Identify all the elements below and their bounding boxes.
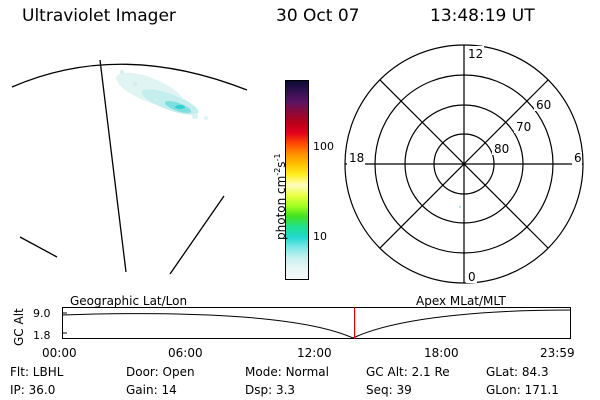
geographic-latlon-label: Geographic Lat/Lon bbox=[70, 294, 188, 308]
geographic-image-panel bbox=[11, 59, 248, 275]
meridian-line-3 bbox=[169, 195, 225, 275]
gc-alt-axis-label: GC Alt bbox=[12, 308, 26, 346]
colorbar-tick-100: 100 bbox=[313, 140, 334, 153]
status-field-value: 14 bbox=[157, 383, 177, 397]
time-tick-label: 06:00 bbox=[168, 346, 203, 360]
alt-tick-9: 9.0 bbox=[33, 307, 51, 320]
status-field-value: Open bbox=[158, 365, 195, 379]
status-field-value: Normal bbox=[281, 365, 329, 379]
status-field: Mode: Normal bbox=[245, 365, 329, 379]
colorbar-unit-label: photon cm-2s-1 bbox=[273, 153, 288, 240]
time-tick-label: 00:00 bbox=[42, 346, 77, 360]
status-field-label: Gain: bbox=[126, 383, 158, 397]
status-field-label: GLon: bbox=[486, 383, 521, 397]
status-field-label: Dsp: bbox=[245, 383, 273, 397]
lat-label-60: 60 bbox=[536, 98, 551, 112]
status-field-value: 39 bbox=[392, 383, 412, 397]
status-field: Seq: 39 bbox=[366, 383, 412, 397]
alt-tick-1-8: 1.8 bbox=[33, 329, 51, 342]
status-field-value: 2.1 Re bbox=[407, 365, 450, 379]
mlt-label-12: 12 bbox=[468, 47, 483, 61]
instrument-title: Ultraviolet Imager bbox=[22, 6, 176, 26]
lat-label-80: 80 bbox=[494, 142, 509, 156]
timeline-frame bbox=[62, 307, 571, 339]
status-field: Flt: LBHL bbox=[10, 365, 63, 379]
status-field-value: 171.1 bbox=[520, 383, 559, 397]
mlt-label-6: 6 bbox=[574, 151, 582, 165]
altitude-timeline bbox=[61, 307, 572, 339]
time-tick-label: 23:59 bbox=[540, 346, 575, 360]
status-field: GC Alt: 2.1 Re bbox=[366, 365, 450, 379]
auroral-emission bbox=[116, 70, 208, 120]
status-field-value: 3.3 bbox=[272, 383, 296, 397]
status-field: GLat: 84.3 bbox=[486, 365, 549, 379]
status-field-label: Door: bbox=[126, 365, 159, 379]
status-field: IP: 36.0 bbox=[10, 383, 55, 397]
status-field-label: Flt: bbox=[10, 365, 29, 379]
status-field-label: GLat: bbox=[486, 365, 519, 379]
meridian-line-1 bbox=[99, 59, 127, 273]
intensity-colorbar bbox=[285, 80, 309, 280]
status-field-label: GC Alt: bbox=[366, 365, 408, 379]
meridian-line-2 bbox=[19, 236, 58, 258]
altitude-curve bbox=[61, 309, 572, 339]
status-field-label: IP: bbox=[10, 383, 25, 397]
status-field-value: 36.0 bbox=[24, 383, 56, 397]
status-field-value: LBHL bbox=[28, 365, 64, 379]
status-field-value: 84.3 bbox=[518, 365, 549, 379]
time-tick-label: 18:00 bbox=[424, 346, 459, 360]
time-label: 13:48:19 UT bbox=[430, 6, 535, 26]
status-field-label: Seq: bbox=[366, 383, 393, 397]
time-tick-label: 12:00 bbox=[297, 346, 332, 360]
earth-limb-arc bbox=[11, 63, 248, 91]
mlt-label-0: 0 bbox=[468, 270, 476, 284]
colorbar-tick-10: 10 bbox=[313, 230, 327, 243]
mlt-label-18: 18 bbox=[349, 151, 364, 165]
lat-label-70: 70 bbox=[516, 120, 531, 134]
status-field: Gain: 14 bbox=[126, 383, 177, 397]
date-label: 30 Oct 07 bbox=[276, 6, 360, 26]
status-field: Door: Open bbox=[126, 365, 195, 379]
apex-mlat-mlt-label: Apex MLat/MLT bbox=[416, 294, 506, 308]
status-field-label: Mode: bbox=[245, 365, 282, 379]
status-field: GLon: 171.1 bbox=[486, 383, 559, 397]
polar-diagonal-2 bbox=[379, 79, 549, 249]
status-field: Dsp: 3.3 bbox=[245, 383, 295, 397]
polar-mlt-plot: 12 18 6 0 60 70 80 bbox=[344, 44, 584, 284]
